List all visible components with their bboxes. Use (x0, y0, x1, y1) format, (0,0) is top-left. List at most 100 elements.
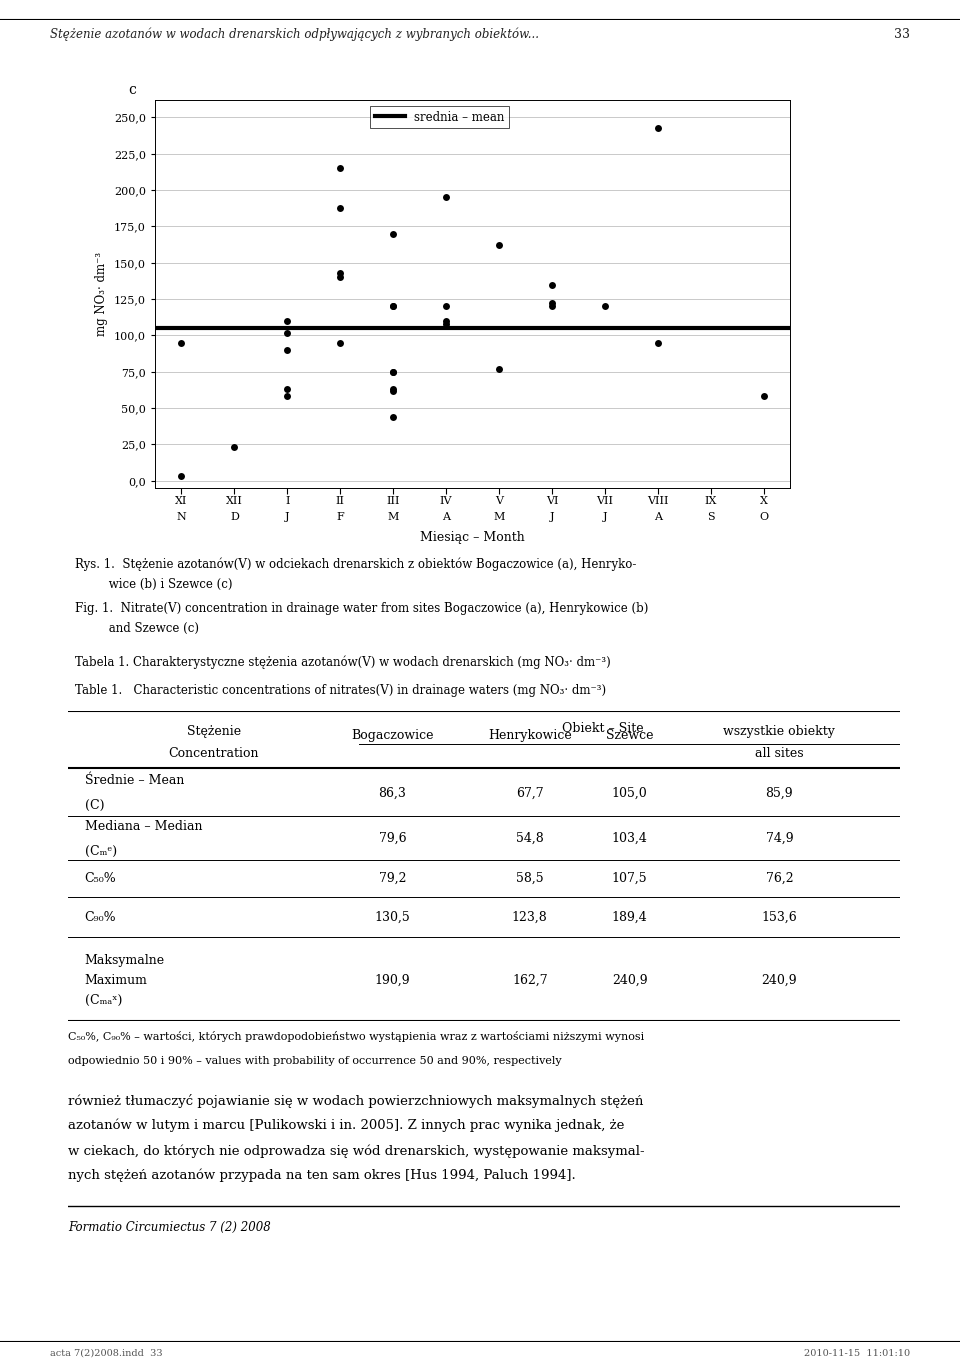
Text: 33: 33 (894, 27, 910, 41)
Text: J: J (549, 512, 554, 521)
Point (386, 222, 401, 244)
Point (279, 386, 295, 408)
Point (439, 296, 454, 318)
Text: XI: XI (176, 495, 187, 506)
Point (174, 465, 189, 487)
Point (279, 340, 295, 361)
Text: F: F (336, 512, 344, 521)
Text: Maksymalne: Maksymalne (84, 953, 165, 967)
Text: wszystkie obiekty: wszystkie obiekty (724, 724, 835, 738)
Point (386, 378, 401, 400)
Text: N: N (177, 512, 186, 521)
Point (332, 196, 348, 218)
Text: and Szewce (c): and Szewce (c) (75, 622, 199, 636)
Text: M: M (388, 512, 398, 521)
Text: również tłumaczyć pojawianie się w wodach powierzchniowych maksymalnych stężeń: również tłumaczyć pojawianie się w wodac… (68, 1094, 643, 1108)
Text: 2010-11-15  11:01:10: 2010-11-15 11:01:10 (804, 1349, 910, 1357)
Text: J: J (285, 512, 290, 521)
Text: wice (b) i Szewce (c): wice (b) i Szewce (c) (75, 578, 232, 591)
Text: 86,3: 86,3 (378, 787, 406, 799)
Text: 58,5: 58,5 (516, 872, 543, 885)
Text: Mediana – Median: Mediana – Median (84, 820, 203, 833)
Point (279, 378, 295, 400)
Point (492, 357, 507, 379)
Text: w ciekach, do których nie odprowadza się wód drenarskich, występowanie maksymal-: w ciekach, do których nie odprowadza się… (68, 1144, 644, 1158)
Text: O: O (759, 512, 768, 521)
Text: azotanów w lutym i marcu [Pulikowski i in. 2005]. Z innych prac wynika jednak, ż: azotanów w lutym i marcu [Pulikowski i i… (68, 1118, 624, 1132)
Text: 103,4: 103,4 (612, 832, 648, 846)
Text: 74,9: 74,9 (765, 832, 793, 846)
Text: 79,6: 79,6 (378, 832, 406, 846)
Text: C₉₀%: C₉₀% (84, 911, 116, 923)
Text: Tabela 1. Charakterystyczne stężenia azotanów(V) w wodach drenarskich (mg NO₃· d: Tabela 1. Charakterystyczne stężenia azo… (75, 656, 611, 670)
Point (279, 310, 295, 331)
Point (492, 235, 507, 256)
Point (332, 331, 348, 353)
Point (386, 296, 401, 318)
Text: VI: VI (545, 495, 558, 506)
Text: D: D (230, 512, 239, 521)
Text: 107,5: 107,5 (612, 872, 647, 885)
Text: Średnie – Mean: Średnie – Mean (84, 775, 184, 787)
Text: I: I (285, 495, 290, 506)
Text: C₅₀%, C₉₀% – wartości, których prawdopodobieństwo wystąpienia wraz z wartościami: C₅₀%, C₉₀% – wartości, których prawdopod… (68, 1031, 644, 1042)
Text: (Cₘₐˣ): (Cₘₐˣ) (84, 994, 122, 1008)
Text: 153,6: 153,6 (761, 911, 797, 923)
Text: XII: XII (226, 495, 243, 506)
Text: 130,5: 130,5 (374, 911, 410, 923)
Text: all sites: all sites (756, 746, 804, 760)
Text: VIII: VIII (647, 495, 668, 506)
Text: A: A (442, 512, 450, 521)
Point (386, 406, 401, 428)
Text: 76,2: 76,2 (765, 872, 793, 885)
Text: Obiekt – Site: Obiekt – Site (562, 722, 643, 735)
Text: Fig. 1.  Nitrate(V) concentration in drainage water from sites Bogaczowice (a), : Fig. 1. Nitrate(V) concentration in drai… (75, 602, 648, 615)
Text: S: S (707, 512, 714, 521)
Point (386, 379, 401, 401)
Text: 190,9: 190,9 (374, 974, 410, 988)
Text: IV: IV (440, 495, 452, 506)
Text: Maximum: Maximum (84, 974, 148, 988)
Text: c: c (128, 83, 136, 97)
Point (597, 296, 612, 318)
Text: 85,9: 85,9 (765, 787, 793, 799)
Text: IX: IX (705, 495, 717, 506)
Point (332, 266, 348, 288)
Text: VII: VII (596, 495, 613, 506)
Text: Szewce: Szewce (606, 730, 654, 742)
Text: 189,4: 189,4 (612, 911, 647, 923)
Point (439, 310, 454, 331)
Text: III: III (386, 495, 400, 506)
Text: Concentration: Concentration (168, 746, 259, 760)
Text: acta 7(2)2008.indd  33: acta 7(2)2008.indd 33 (50, 1349, 162, 1357)
Text: J: J (603, 512, 607, 521)
Point (332, 157, 348, 179)
Point (386, 361, 401, 383)
Text: Stężenie azotanów w wodach drenarskich odpływających z wybranych obiektów...: Stężenie azotanów w wodach drenarskich o… (50, 27, 539, 41)
Text: Rys. 1.  Stężenie azotanów(V) w odciekach drenarskich z obiektów Bogaczowice (a): Rys. 1. Stężenie azotanów(V) w odciekach… (75, 558, 636, 572)
Text: Miesiąc – Month: Miesiąc – Month (420, 532, 525, 544)
Text: Formatio Circumiectus 7 (2) 2008: Formatio Circumiectus 7 (2) 2008 (68, 1221, 271, 1233)
Text: 79,2: 79,2 (379, 872, 406, 885)
Text: (C): (C) (84, 799, 104, 812)
Point (650, 117, 665, 139)
Text: C₅₀%: C₅₀% (84, 872, 116, 885)
Legend: srednia – mean: srednia – mean (371, 106, 509, 128)
Text: Stężenie: Stężenie (186, 724, 241, 738)
Text: 162,7: 162,7 (512, 974, 547, 988)
Text: V: V (495, 495, 503, 506)
Text: 67,7: 67,7 (516, 787, 543, 799)
Point (279, 322, 295, 344)
Point (756, 386, 771, 408)
Text: Bogaczowice: Bogaczowice (351, 730, 434, 742)
Point (386, 296, 401, 318)
Text: X: X (759, 495, 767, 506)
Text: M: M (493, 512, 505, 521)
Point (439, 312, 454, 334)
Text: Henrykowice: Henrykowice (488, 730, 571, 742)
Text: 123,8: 123,8 (512, 911, 547, 923)
Text: A: A (654, 512, 661, 521)
Y-axis label: mg NO₃· dm⁻³: mg NO₃· dm⁻³ (95, 252, 108, 336)
Text: 54,8: 54,8 (516, 832, 543, 846)
Point (332, 262, 348, 284)
